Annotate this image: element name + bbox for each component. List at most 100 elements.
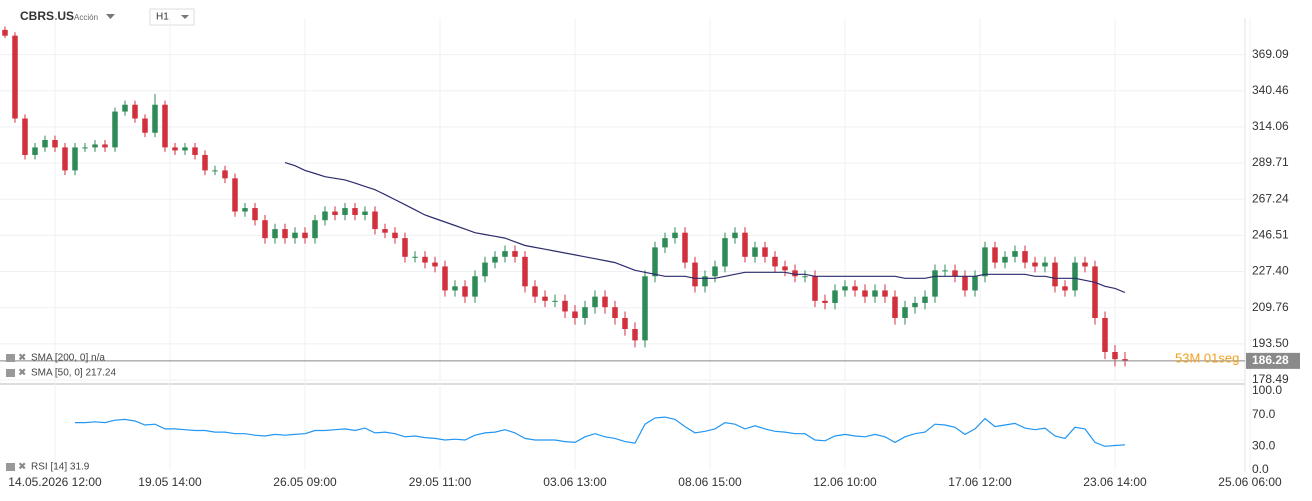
indicator-menu[interactable] — [6, 463, 15, 471]
candle-body — [612, 307, 618, 318]
indicator-remove[interactable]: ✖ — [18, 462, 26, 473]
candle-body — [292, 232, 298, 239]
symbol-dropdown[interactable] — [106, 14, 115, 19]
candle-body — [282, 229, 288, 239]
price-tick-label: 267.24 — [1252, 191, 1289, 205]
candle-body — [582, 307, 588, 318]
candle-body — [962, 276, 968, 291]
candle-body — [542, 296, 548, 301]
x-tick-label: 14.05.2026 12:00 — [8, 475, 102, 489]
indicator-menu[interactable] — [6, 369, 15, 377]
price-tick-label: 289.71 — [1252, 155, 1289, 169]
candle-body — [112, 111, 118, 148]
x-tick-label: 29.05 11:00 — [409, 475, 472, 489]
candle-body — [592, 296, 598, 308]
candle-body — [372, 211, 378, 230]
candle-body — [602, 296, 608, 308]
candle-body — [732, 232, 738, 239]
indicator-label: SMA [50, 0] 217.24 — [31, 368, 116, 379]
candle-body — [872, 290, 878, 297]
candle-body — [302, 232, 308, 239]
candle-body — [672, 232, 678, 239]
price-tick-label: 246.51 — [1252, 228, 1289, 242]
candle-body — [42, 140, 48, 148]
candle-body — [362, 211, 368, 215]
x-tick-label: 26.05 09:00 — [273, 475, 337, 489]
candle-body — [812, 276, 818, 301]
candle-body — [412, 256, 418, 258]
candle-body — [1052, 262, 1058, 287]
candle-body — [212, 170, 218, 172]
candle-body — [1012, 251, 1018, 257]
candle-body — [1042, 262, 1048, 267]
candle-body — [1092, 266, 1098, 318]
countdown: 53M 01seg — [1175, 350, 1239, 365]
candle-body — [992, 247, 998, 263]
candle-body — [922, 296, 928, 303]
candle-body — [102, 144, 108, 148]
candle-body — [552, 300, 558, 302]
candle-body — [62, 147, 68, 171]
candle-body — [252, 208, 258, 221]
candle-body — [572, 311, 578, 318]
candle-body — [842, 286, 848, 291]
candle-body — [162, 104, 168, 148]
candle-body — [702, 276, 708, 287]
candle-body — [392, 232, 398, 239]
candle-body — [482, 262, 488, 277]
candle-body — [472, 276, 478, 297]
indicator-label: RSI [14] 31.9 — [31, 462, 90, 473]
candle-body — [422, 256, 428, 263]
candle-body — [682, 232, 688, 263]
candle-body — [822, 300, 828, 303]
asset-type: Acción — [74, 13, 98, 22]
candle-body — [232, 178, 238, 212]
candle-body — [352, 208, 358, 215]
candle-body — [52, 140, 58, 148]
candle-body — [262, 220, 268, 239]
candle-body — [312, 220, 318, 239]
candle-body — [192, 147, 198, 155]
price-tick-label: 227.40 — [1252, 264, 1289, 278]
last-price-label: 186.28 — [1252, 353, 1289, 367]
candle-body — [932, 270, 938, 297]
candle-body — [12, 35, 18, 119]
candle-body — [92, 144, 98, 148]
candle-body — [502, 251, 508, 257]
candle-body — [1022, 251, 1028, 263]
candle-body — [342, 208, 348, 215]
candle-body — [852, 286, 858, 291]
candle-body — [952, 270, 958, 277]
timeframe-select[interactable] — [149, 8, 195, 26]
x-tick-label: 25.06 06:00 — [1218, 475, 1282, 489]
rsi-tick-label: 0.0 — [1252, 462, 1269, 476]
indicator-remove[interactable]: ✖ — [18, 368, 26, 379]
candle-body — [462, 286, 468, 297]
candle-body — [1122, 359, 1128, 361]
candle-body — [382, 229, 388, 233]
rsi-tick-label: 30.0 — [1252, 438, 1276, 452]
indicator-remove[interactable]: ✖ — [18, 353, 26, 364]
timeframe-arrow — [181, 15, 189, 19]
candle-body — [862, 290, 868, 297]
candle-body — [222, 170, 228, 179]
candle-body — [1102, 317, 1108, 353]
candle-body — [652, 247, 658, 277]
candle-body — [522, 256, 528, 287]
candle-body — [632, 329, 638, 341]
candle-body — [782, 266, 788, 271]
candle-body — [332, 211, 338, 215]
candle-body — [122, 104, 128, 112]
rsi-tick-label: 70.0 — [1252, 407, 1276, 421]
candle-body — [1112, 352, 1118, 360]
x-tick-label: 12.06 10:00 — [813, 475, 877, 489]
x-tick-label: 17.06 12:00 — [948, 475, 1012, 489]
price-tick-label: 369.09 — [1252, 47, 1289, 61]
candle-body — [762, 247, 768, 257]
candle-body — [132, 104, 138, 119]
price-tick-label: 314.06 — [1252, 119, 1289, 133]
candle-body — [792, 270, 798, 277]
candle-body — [892, 296, 898, 318]
indicator-menu[interactable] — [6, 354, 15, 362]
candle-body — [692, 262, 698, 287]
